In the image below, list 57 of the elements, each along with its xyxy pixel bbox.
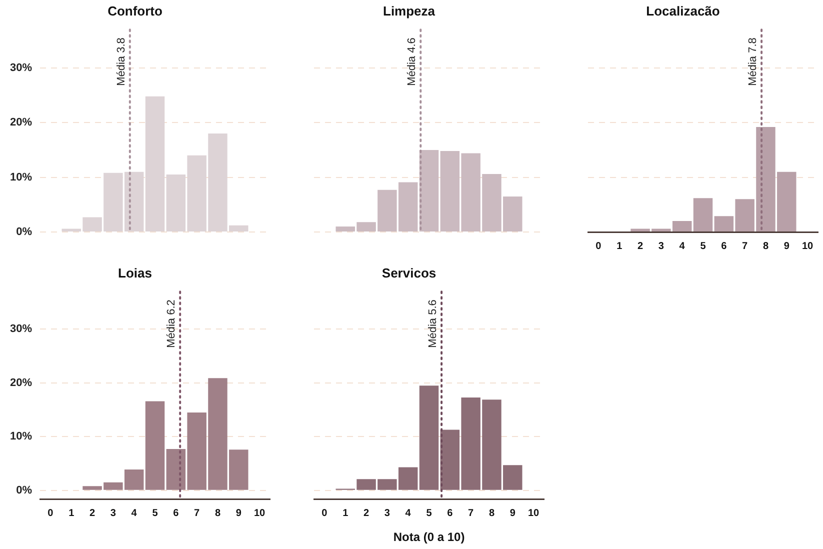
y-tick-label: 30% <box>10 62 32 74</box>
x-tick-label: 9 <box>784 240 790 252</box>
chart-title: Conforto <box>108 3 162 18</box>
bar <box>145 96 165 232</box>
y-tick-label: 20% <box>10 116 32 129</box>
ref-line-label: Média 6.2 <box>166 300 178 348</box>
bar <box>693 198 713 232</box>
x-tick-label: 7 <box>742 240 748 252</box>
x-tick-label: 3 <box>658 240 664 252</box>
bar <box>419 386 439 490</box>
x-tick-label: 6 <box>721 240 728 252</box>
x-tick-label: 4 <box>131 508 138 519</box>
y-tick-label: 10% <box>10 430 32 443</box>
x-tick-label: 3 <box>384 508 390 519</box>
chart-title: Localizacão <box>646 3 720 18</box>
chart-title: Limpeza <box>382 3 436 18</box>
x-tick-label: 0 <box>596 240 602 252</box>
x-tick-label: 8 <box>488 508 495 519</box>
x-tick-label: 5 <box>152 508 158 519</box>
x-tick-label: 9 <box>236 508 242 519</box>
x-tick-label: 1 <box>616 240 623 252</box>
chart-title: Loias <box>118 265 152 280</box>
x-tick-label: 7 <box>194 508 200 519</box>
ref-line-label: Média 5.6 <box>427 300 440 348</box>
x-tick-label: 6 <box>447 508 454 519</box>
ref-line-label: Média 7.8 <box>747 38 760 86</box>
x-tick-label: 4 <box>405 508 412 519</box>
x-tick-label: 2 <box>637 240 644 252</box>
x-tick-label: 5 <box>700 240 706 252</box>
x-tick-label: 8 <box>762 240 769 252</box>
x-tick-label: 0 <box>48 508 54 519</box>
chart-title: Servicos <box>382 265 436 280</box>
y-tick-label: 0% <box>16 484 32 496</box>
x-tick-label: 6 <box>173 508 180 519</box>
x-axis-title: Nota (0 a 10) <box>393 530 465 544</box>
y-tick-label: 10% <box>10 171 32 184</box>
x-tick-label: 1 <box>342 508 349 519</box>
y-tick-label: 30% <box>10 323 32 336</box>
x-tick-label: 7 <box>468 508 474 519</box>
x-tick-label: 10 <box>802 240 814 252</box>
x-tick-label: 1 <box>68 508 75 519</box>
ref-line-label: Média 3.8 <box>115 38 128 86</box>
ref-line-label: Média 4.6 <box>406 38 418 86</box>
x-tick-label: 8 <box>214 508 221 519</box>
x-tick-label: 4 <box>679 240 686 252</box>
x-tick-label: 2 <box>363 508 370 519</box>
x-tick-label: 2 <box>89 508 96 519</box>
x-tick-label: 5 <box>426 508 432 519</box>
x-tick-label: 10 <box>254 508 266 519</box>
x-tick-label: 3 <box>110 508 116 519</box>
bar <box>419 150 439 232</box>
x-tick-label: 9 <box>510 508 516 519</box>
x-tick-label: 10 <box>528 508 540 519</box>
x-tick-label: 0 <box>322 508 328 519</box>
y-tick-label: 20% <box>10 376 32 389</box>
bar <box>145 401 165 490</box>
y-tick-label: 0% <box>16 226 32 238</box>
